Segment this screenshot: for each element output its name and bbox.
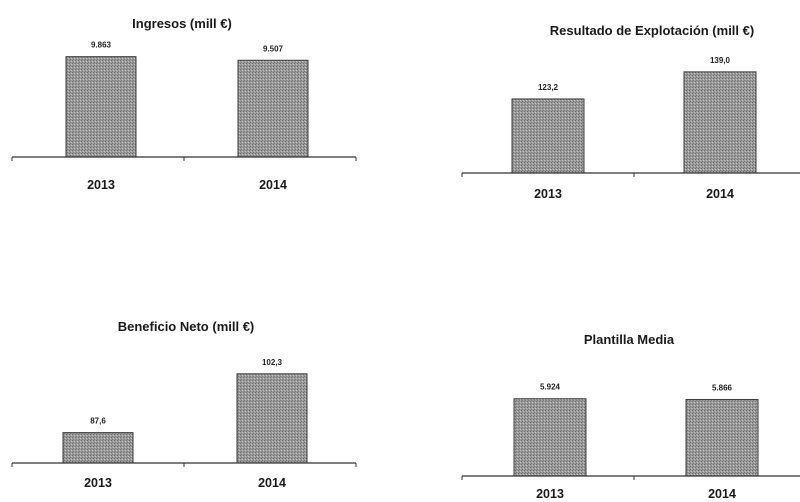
x-tick-label-2013: 2013 [84, 476, 112, 490]
bar-2013 [513, 398, 587, 477]
bar-2013 [62, 432, 134, 464]
chart-title: Beneficio Neto (mill €) [118, 319, 255, 334]
data-label-2014: 5.866 [712, 383, 733, 392]
x-tick-label-2013: 2013 [87, 178, 115, 192]
chart-title: Plantilla Media [584, 332, 675, 347]
chart-resultado-explotacion: Resultado de Explotación (mill €) 123,2 20… [440, 0, 800, 250]
x-tick-label-2013: 2013 [534, 187, 562, 201]
data-label-2013: 87,6 [90, 417, 106, 426]
data-label-2014: 139,0 [710, 56, 731, 65]
chart-ingresos-svg: Ingresos (mill €) 9.863 2013 9.507 2014 [11, 16, 357, 192]
bar-2014 [236, 373, 308, 464]
data-label-2014: 9.507 [263, 44, 284, 53]
data-label-2014: 102,3 [262, 358, 283, 367]
data-label-2013: 9.863 [91, 41, 112, 50]
x-tick-label-2014: 2014 [706, 187, 734, 201]
bar-2013 [511, 98, 585, 174]
chart-ingresos: Ingresos (mill €) 9.863 2013 9.507 2014 [0, 0, 380, 250]
chart-plantilla-media-svg: Plantilla Media 5.924 2013 5.866 2014 [461, 332, 800, 501]
x-tick-label-2014: 2014 [708, 487, 736, 501]
data-label-2013: 123,2 [538, 83, 559, 92]
data-label-2013: 5.924 [540, 383, 561, 392]
chart-beneficio-neto: Beneficio Neto (mill €) 87,6 2013 102,3 2014 [0, 251, 380, 502]
x-tick-label-2014: 2014 [258, 476, 286, 490]
chart-title: Resultado de Explotación (mill €) [550, 23, 754, 38]
bar-2013 [65, 56, 137, 158]
bar-2014 [685, 398, 759, 477]
chart-plantilla-media: Plantilla Media 5.924 2013 5.866 2014 [440, 251, 800, 502]
x-tick-label-2013: 2013 [536, 487, 564, 501]
chart-beneficio-neto-svg: Beneficio Neto (mill €) 87,6 2013 102,3 2014 [11, 319, 357, 490]
bar-2014 [237, 59, 309, 158]
chart-title: Ingresos (mill €) [132, 16, 232, 31]
chart-resultado-explotacion-svg: Resultado de Explotación (mill €) 123,2 20… [461, 23, 800, 201]
bar-2014 [683, 71, 757, 174]
x-tick-label-2014: 2014 [259, 178, 287, 192]
